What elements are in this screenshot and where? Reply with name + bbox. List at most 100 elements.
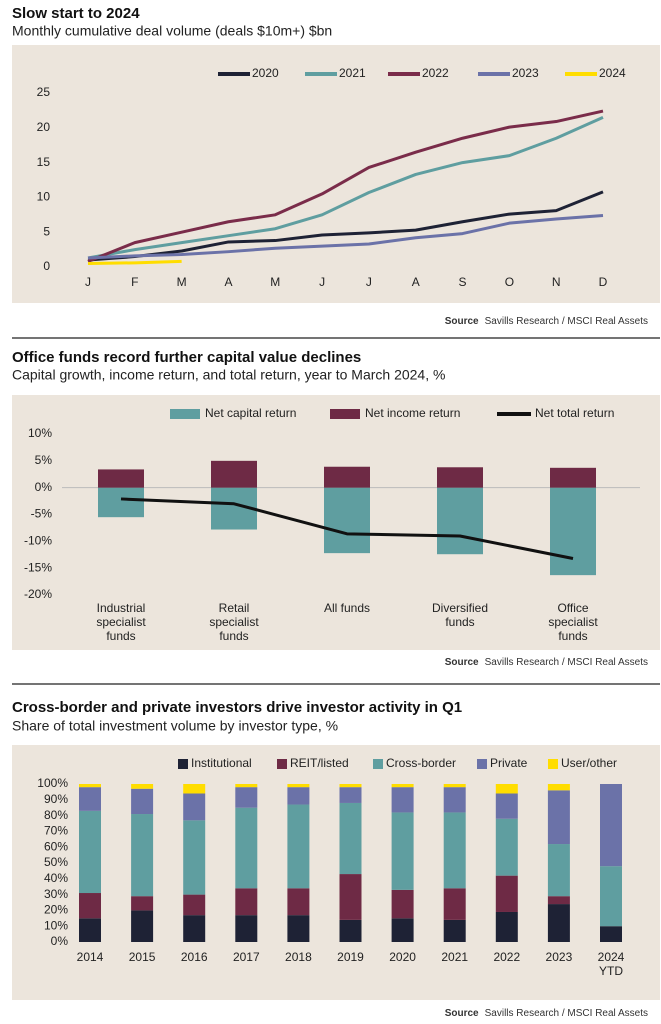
x-tick-label: J	[85, 275, 91, 289]
legend-label: Private	[490, 756, 528, 770]
y-tick-label: 70%	[44, 824, 68, 838]
x-tick-label: Retail	[219, 601, 250, 615]
source: Source Savills Research / MSCI Real Asset…	[445, 1008, 648, 1019]
y-tick-label: -10%	[24, 534, 52, 548]
legend-label: 2020	[252, 66, 279, 80]
bar-segment	[287, 804, 310, 889]
x-tick-label: 2023	[546, 950, 573, 964]
x-tick-label: 2017	[233, 950, 260, 964]
x-tick-label: M	[270, 275, 280, 289]
legend-swatch	[277, 759, 287, 769]
bar-segment	[79, 810, 101, 894]
legend-label: REIT/listed	[290, 756, 349, 770]
source-label: Source	[445, 657, 479, 668]
bar-segment	[183, 784, 206, 794]
legend-label: 2022	[422, 66, 449, 80]
y-tick-label: 80%	[44, 808, 68, 822]
x-tick-label: M	[177, 275, 187, 289]
x-tick-label: J	[319, 275, 325, 289]
bar-segment	[443, 919, 466, 942]
bar-segment	[547, 844, 570, 897]
bar-segment	[131, 896, 154, 911]
bar-segment	[287, 787, 310, 805]
bar-segment	[98, 487, 144, 518]
bar-segment	[79, 893, 101, 919]
bar-segment	[547, 896, 570, 905]
bar-segment	[443, 888, 466, 920]
bar-segment	[495, 875, 518, 912]
legend-swatch	[178, 759, 188, 769]
y-tick-label: 60%	[44, 839, 68, 853]
x-tick-label: 2024	[598, 950, 625, 964]
x-tick-label: O	[505, 275, 514, 289]
legend-swatch	[170, 409, 200, 419]
bar-segment	[183, 793, 206, 821]
x-tick-label: funds	[219, 629, 248, 643]
y-tick-label: 30%	[44, 887, 68, 901]
bar-segment	[183, 915, 206, 942]
x-tick-label: D	[599, 275, 608, 289]
source-text: Savills Research / MSCI Real Assets	[485, 1008, 648, 1019]
bar-segment	[437, 487, 483, 555]
x-tick-label: A	[412, 275, 420, 289]
bar-segment	[324, 487, 370, 554]
y-tick-label: 10	[37, 190, 51, 204]
y-tick-label: 15	[37, 155, 51, 169]
legend-swatch	[330, 409, 360, 419]
x-tick-label: 2015	[129, 950, 156, 964]
bar-segment	[547, 790, 570, 845]
x-tick-label: 2022	[493, 950, 520, 964]
x-tick-label: 2018	[285, 950, 312, 964]
bar-segment	[79, 787, 101, 811]
x-tick-label: Industrial	[97, 601, 146, 615]
y-tick-label: 20	[37, 120, 51, 134]
bar-segment	[391, 787, 414, 813]
legend-label: Institutional	[191, 756, 252, 770]
source-text: Savills Research / MSCI Real Assets	[485, 316, 648, 327]
chart-title: Office funds record further capital valu…	[12, 349, 361, 366]
line	[87, 214, 604, 260]
legend-label: Cross-border	[386, 756, 456, 770]
chart-subtitle: Share of total investment volume by inve…	[12, 718, 338, 734]
y-tick-label: 5%	[35, 453, 53, 467]
legend-label: Net income return	[365, 406, 460, 420]
y-tick-label: 100%	[37, 776, 68, 790]
bar-segment	[235, 807, 258, 889]
y-tick-label: 90%	[44, 792, 68, 806]
x-tick-label: 2019	[337, 950, 364, 964]
bar-segment	[495, 818, 518, 876]
chart-title: Cross-border and private investors drive…	[12, 699, 462, 716]
bar-segment	[339, 874, 362, 920]
y-tick-label: 50%	[44, 855, 68, 869]
line	[120, 497, 574, 560]
source: Source Savills Research / MSCI Real Asset…	[445, 316, 648, 327]
x-tick-label: funds	[106, 629, 135, 643]
bar-segment	[550, 467, 596, 488]
bar-segment	[600, 926, 622, 942]
bar-segment	[391, 889, 414, 919]
line	[87, 190, 604, 262]
x-tick-label: funds	[558, 629, 587, 643]
bar-segment	[235, 888, 258, 916]
y-tick-label: -15%	[24, 560, 52, 574]
x-tick-label: N	[552, 275, 561, 289]
bar-segment	[98, 469, 144, 488]
y-tick-label: 0	[43, 259, 50, 273]
bar-segment	[495, 784, 518, 794]
y-tick-label: 40%	[44, 871, 68, 885]
x-tick-label: All funds	[324, 601, 370, 615]
x-tick-label: 2014	[77, 950, 104, 964]
source-label: Source	[445, 316, 479, 327]
line	[87, 109, 604, 263]
bar-segment	[131, 788, 154, 815]
bar-segment	[287, 888, 310, 916]
legend-label: Net total return	[535, 406, 614, 420]
x-tick-label: specialist	[548, 615, 598, 629]
bar-segment	[600, 784, 622, 867]
bar-segment	[183, 820, 206, 895]
bar-segment	[131, 784, 154, 789]
bar-segment	[443, 787, 466, 813]
bar-segment	[391, 812, 414, 890]
chart-subtitle: Capital growth, income return, and total…	[12, 367, 445, 383]
